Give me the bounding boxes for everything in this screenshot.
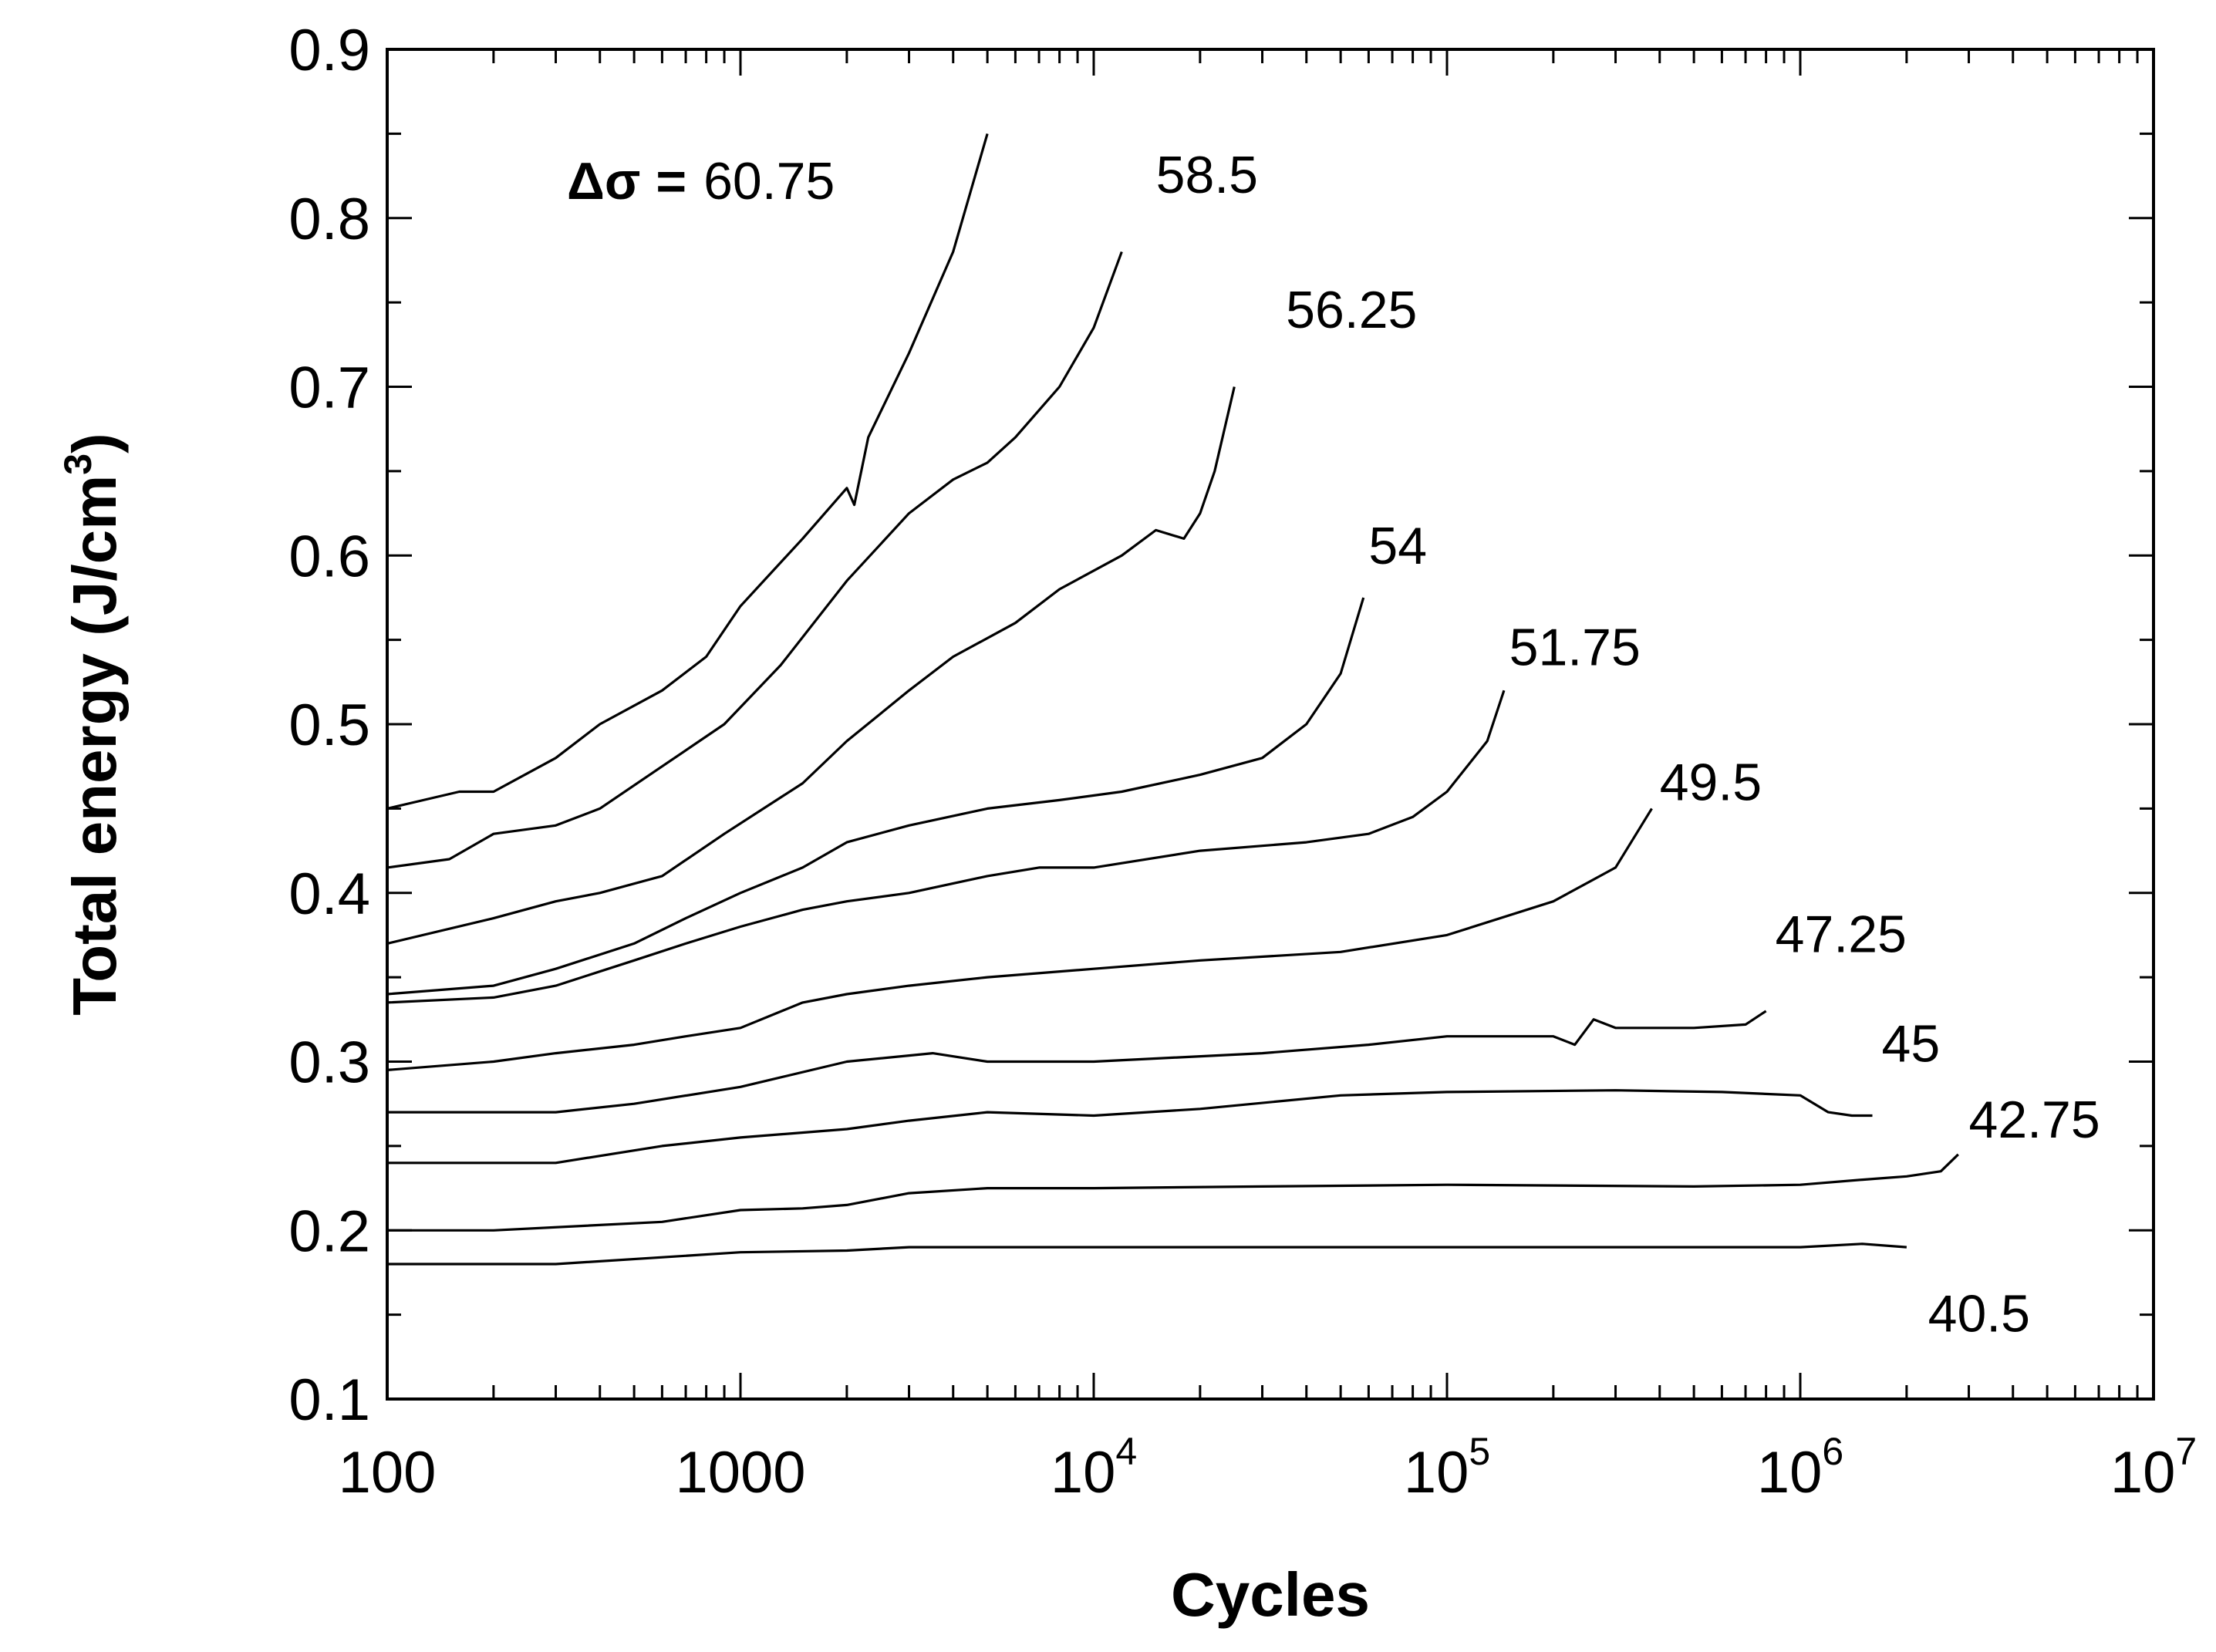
y-tick-label: 0.3 bbox=[288, 1030, 370, 1096]
y-tick-label: 0.8 bbox=[288, 187, 370, 252]
y-axis-title: Total energy (J/cm3) bbox=[56, 433, 129, 1015]
y-axis-title-close: ) bbox=[60, 433, 129, 453]
y-axis-title-main: Total energy (J/cm bbox=[60, 475, 129, 1016]
y-tick-label: 0.1 bbox=[288, 1367, 370, 1433]
x-tick-label: 104 bbox=[1051, 1430, 1137, 1505]
series-line bbox=[386, 807, 1653, 1071]
y-tick-labels: 0.1 0.2 0.3 0.4 0.5 0.6 0.7 0.8 0.9 bbox=[288, 18, 370, 1433]
delta-sigma-symbol: Δσ bbox=[567, 152, 640, 211]
series-label: 49.5 bbox=[1660, 753, 1762, 811]
y-tick-label: 0.7 bbox=[288, 356, 370, 421]
delta-sigma-label: Δσ = bbox=[567, 152, 686, 211]
series-line bbox=[386, 597, 1365, 996]
y-axis-title-superscript: 3 bbox=[56, 453, 100, 475]
x-tick-exponent: 4 bbox=[1115, 1430, 1137, 1473]
y-tick-label: 0.5 bbox=[288, 693, 370, 758]
x-tick-mantissa: 10 bbox=[1404, 1440, 1469, 1505]
x-tick-label: 105 bbox=[1404, 1430, 1490, 1505]
y-tick-label: 0.2 bbox=[288, 1199, 370, 1264]
x-tick-exponent: 5 bbox=[1469, 1430, 1490, 1473]
x-tick-label: 107 bbox=[2110, 1430, 2197, 1505]
series-line bbox=[386, 689, 1506, 1004]
series-labels: 60.75 58.5 56.25 54 51.75 49.5 47.25 45 42.75 40.… bbox=[703, 146, 2100, 1344]
x-tick-labels: 100 1000 104 105 106 107 bbox=[339, 1430, 2197, 1505]
series-label: 45 bbox=[1882, 1015, 1941, 1074]
series-label: 54 bbox=[1368, 517, 1427, 575]
series-label: 47.25 bbox=[1776, 905, 1907, 963]
y-tick-label: 0.6 bbox=[288, 524, 370, 589]
series-line bbox=[386, 251, 1123, 869]
axis-ticks bbox=[386, 48, 2155, 1401]
x-tick-mantissa: 10 bbox=[2110, 1440, 2176, 1505]
series-label: 40.5 bbox=[1928, 1285, 2030, 1344]
series-lines bbox=[386, 133, 1959, 1266]
series-line bbox=[387, 1242, 1907, 1266]
x-axis-title: Cycles bbox=[1171, 1560, 1370, 1629]
x-tick-label: 106 bbox=[1757, 1430, 1843, 1505]
x-tick-label: 100 bbox=[339, 1440, 437, 1505]
series-line bbox=[387, 1153, 1959, 1232]
x-tick-mantissa: 1000 bbox=[675, 1440, 805, 1505]
series-label: 42.75 bbox=[1969, 1091, 2100, 1149]
x-tick-label: 1000 bbox=[675, 1440, 805, 1505]
series-label: 56.25 bbox=[1286, 281, 1417, 339]
delta-sigma-equals: = bbox=[656, 152, 686, 211]
x-tick-mantissa: 10 bbox=[1757, 1440, 1823, 1505]
plot-frame bbox=[386, 48, 2155, 1401]
series-line bbox=[386, 133, 989, 810]
series-line bbox=[387, 1010, 1767, 1114]
series-line bbox=[387, 1089, 1873, 1165]
x-tick-mantissa: 10 bbox=[1051, 1440, 1116, 1505]
series-line bbox=[386, 386, 1236, 945]
x-tick-mantissa: 100 bbox=[339, 1440, 437, 1505]
series-label: 58.5 bbox=[1156, 146, 1258, 204]
series-label: 60.75 bbox=[703, 152, 835, 211]
x-tick-exponent: 7 bbox=[2175, 1430, 2197, 1473]
series-label: 51.75 bbox=[1509, 618, 1641, 676]
y-tick-label: 0.4 bbox=[288, 861, 370, 927]
y-tick-label: 0.9 bbox=[288, 18, 370, 83]
x-tick-exponent: 6 bbox=[1822, 1430, 1843, 1473]
